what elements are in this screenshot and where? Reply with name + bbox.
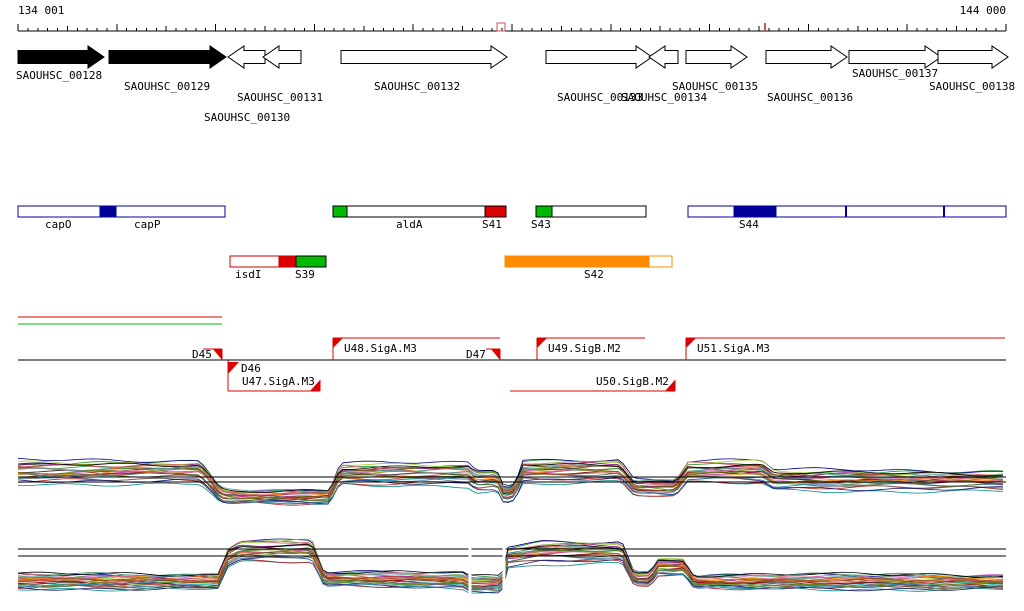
tss-label-U47.SigA.M3: U47.SigA.M3: [242, 375, 315, 388]
tss-flag-U49.SigB.M2[interactable]: [537, 338, 547, 348]
tss-flag-U48.SigA.M3[interactable]: [333, 338, 343, 348]
gene-label-SAOUHSC_00128: SAOUHSC_00128: [16, 69, 102, 82]
expression-trace: [17, 457, 1004, 494]
gene-track: SAOUHSC_00128 SAOUHSC_00129 SAOUHSC_00130 S…: [16, 45, 1015, 124]
expression-trace: [17, 464, 1004, 492]
tss-flag-U51.SigA.M3[interactable]: [686, 338, 696, 348]
gene-label-SAOUHSC_00137: SAOUHSC_00137: [852, 67, 938, 80]
ruler-end-coordinate: 144 000: [960, 4, 1006, 17]
tss-track: U48.SigA.M3 U49.SigB.M2 U51.SigA.M3 D45 D47 U…: [18, 316, 1006, 392]
feature-label-aldA: aldA: [396, 218, 423, 231]
gene-arrow-SAOUHSC_00130[interactable]: [227, 45, 266, 69]
expression-trace: [17, 554, 1004, 584]
transcript-segment: [535, 205, 553, 218]
gene-arrow-SAOUHSC_00128[interactable]: [17, 45, 105, 69]
gene-label-SAOUHSC_00130: SAOUHSC_00130: [204, 111, 290, 124]
gene-label-SAOUHSC_00129: SAOUHSC_00129: [124, 80, 210, 93]
terminator-label-D47: D47: [466, 348, 486, 361]
gene-label-SAOUHSC_00133: SAOUHSC_00133: [557, 91, 643, 104]
tss-flag-U50.SigB.M2[interactable]: [665, 380, 675, 391]
gene-label-SAOUHSC_00135: SAOUHSC_00135: [672, 80, 758, 93]
generated-tracks: SAOUHSC_00128 SAOUHSC_00129 SAOUHSC_00130 S…: [16, 22, 1015, 604]
ruler-marker: [496, 22, 506, 32]
gene-label-SAOUHSC_00132: SAOUHSC_00132: [374, 80, 460, 93]
tss-label-U51.SigA.M3: U51.SigA.M3: [697, 342, 770, 355]
expression-trace: [17, 538, 1004, 581]
feature-label-capP: capP: [134, 218, 161, 231]
terminator-flag-D45[interactable]: [213, 349, 222, 360]
feature-label-S42: S42: [584, 268, 604, 281]
gene-arrow-SAOUHSC_00137[interactable]: [848, 45, 942, 69]
terminator-label-D46: D46: [241, 362, 261, 375]
ruler-start-coordinate: 134 001: [18, 4, 64, 17]
expression-trace: [17, 540, 1004, 586]
gene-arrow-SAOUHSC_00131[interactable]: [262, 45, 302, 69]
gene-label-SAOUHSC_00131: SAOUHSC_00131: [237, 91, 323, 104]
expression-panel-plus-strand: [17, 457, 1006, 506]
tss-flag-U47.SigA.M3[interactable]: [310, 380, 320, 391]
transcript-segment: [99, 205, 117, 218]
probe-gap: [502, 528, 506, 604]
gene-arrow-SAOUHSC_00129[interactable]: [108, 45, 227, 69]
transcript-segment: [733, 205, 777, 218]
gene-label-SAOUHSC_00134: SAOUHSC_00134: [621, 91, 707, 104]
transcript-segment: [332, 205, 348, 218]
expression-trace: [17, 556, 1004, 594]
expression-trace: [17, 556, 1004, 591]
gene-label-SAOUHSC_00136: SAOUHSC_00136: [767, 91, 853, 104]
ruler: [17, 22, 1007, 32]
gene-arrow-SAOUHSC_00134[interactable]: [648, 45, 679, 69]
expression-trace: [17, 476, 1004, 504]
gene-arrow-SAOUHSC_00133[interactable]: [545, 45, 653, 69]
tss-label-U48.SigA.M3: U48.SigA.M3: [344, 342, 417, 355]
terminator-label-D45: D45: [192, 348, 212, 361]
transcript-segment: [278, 255, 297, 268]
feature-label-S39: S39: [295, 268, 315, 281]
feature-label-S41: S41: [482, 218, 502, 231]
expression-trace: [17, 548, 1004, 581]
expression-panel-minus-strand: [17, 528, 1006, 604]
transcript-track-2: isdI S39 S42: [229, 255, 673, 281]
expression-trace: [17, 551, 1004, 591]
expression-trace: [17, 472, 1004, 500]
feature-label-S44: S44: [739, 218, 759, 231]
feature-label-isdI: isdI: [235, 268, 262, 281]
terminator-flag-D46[interactable]: [228, 362, 239, 374]
feature-label-capO: capO: [45, 218, 72, 231]
terminator-flag-D47[interactable]: [491, 349, 500, 360]
transcript-bar[interactable]: [17, 205, 226, 218]
tss-label-U50.SigB.M2: U50.SigB.M2: [596, 375, 669, 388]
transcript-track-1: capO capP aldA S41 S43 S44: [17, 205, 1007, 231]
tss-label-U49.SigB.M2: U49.SigB.M2: [548, 342, 621, 355]
transcript-bar[interactable]: [295, 255, 327, 268]
transcript-segment: [504, 255, 650, 268]
expression-trace: [17, 480, 1004, 505]
expression-trace: [17, 560, 1004, 594]
gene-arrow-SAOUHSC_00132[interactable]: [340, 45, 508, 69]
gene-arrow-SAOUHSC_00138[interactable]: [937, 45, 1009, 69]
gene-arrow-SAOUHSC_00136[interactable]: [765, 45, 848, 69]
probe-gap: [468, 528, 472, 604]
gene-label-SAOUHSC_00138: SAOUHSC_00138: [929, 80, 1015, 93]
gene-arrow-SAOUHSC_00135[interactable]: [685, 45, 748, 69]
feature-label-S43: S43: [531, 218, 551, 231]
transcript-segment: [484, 205, 507, 218]
expression-trace: [17, 462, 1004, 493]
transcript-bar[interactable]: [332, 205, 507, 218]
